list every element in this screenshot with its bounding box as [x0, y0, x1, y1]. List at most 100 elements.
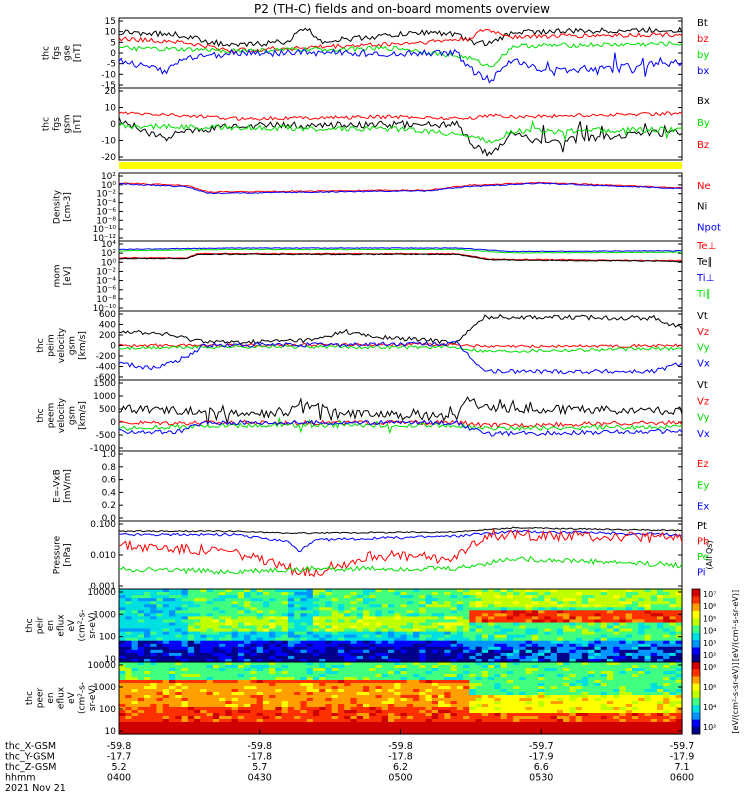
spectrogram-cell	[525, 613, 533, 617]
spectrogram-cell	[200, 671, 208, 675]
spectrogram-cell	[581, 655, 589, 660]
spectrogram-cell	[538, 643, 545, 648]
spectrogram-cell	[262, 598, 270, 602]
spectrogram-cell	[294, 731, 302, 735]
spectrogram-cell	[569, 643, 577, 648]
spectrogram-cell	[406, 722, 414, 726]
spectrogram-cell	[519, 601, 527, 605]
spectrogram-cell	[669, 731, 677, 735]
spectrogram-cell	[569, 607, 577, 611]
spectrogram-cell	[356, 652, 364, 657]
spectrogram-cell	[244, 652, 251, 657]
y-tick-label: 10⁻⁸	[96, 216, 116, 226]
spectrogram-cell	[150, 619, 158, 623]
spectrogram-cell	[506, 692, 514, 696]
spectrogram-cell	[394, 634, 402, 639]
spectrogram-cell	[212, 613, 220, 617]
spectrogram-cell	[350, 659, 358, 663]
spectrogram-cell	[350, 613, 358, 617]
spectrogram-cell	[169, 589, 176, 593]
spectrogram-cell	[225, 628, 233, 633]
spectrogram-cell	[131, 704, 139, 708]
spectrogram-cell	[144, 655, 151, 660]
spectrogram-cell	[475, 659, 483, 663]
spectrogram-cell	[181, 649, 189, 654]
spectrogram-cell	[569, 731, 577, 735]
spectrogram-cell	[344, 619, 352, 623]
spectrogram-cell	[519, 725, 527, 729]
spectrogram-cell	[625, 619, 633, 623]
spectrogram-cell	[237, 622, 245, 627]
colorbar-segment	[692, 680, 700, 685]
spectrogram-cell	[219, 604, 226, 608]
spectrogram-cell	[669, 710, 677, 714]
spectrogram-cell	[194, 719, 201, 723]
spectrogram-cell	[531, 589, 539, 593]
spectrogram-cell	[381, 668, 389, 672]
spectrogram-cell	[287, 680, 295, 684]
spectrogram-cell	[406, 652, 414, 657]
spectrogram-cell	[588, 622, 596, 627]
spectrogram-cell	[162, 619, 170, 623]
spectrogram-cell	[563, 689, 570, 693]
spectrogram-cell	[638, 710, 646, 714]
spectrogram-cell	[613, 655, 621, 660]
colorbar-tick-label: 10⁴	[703, 703, 716, 712]
spectrogram-cell	[325, 704, 333, 708]
spectrogram-cell	[150, 722, 158, 726]
spectrogram-cell	[169, 613, 176, 617]
spectrogram-cell	[456, 728, 464, 732]
spectrogram-cell	[256, 719, 264, 723]
spectrogram-cell	[613, 713, 621, 717]
spectrogram-cell	[375, 619, 383, 623]
spectrogram-cell	[456, 637, 464, 642]
spectrogram-cell	[488, 601, 495, 605]
spectrogram-cell	[406, 725, 414, 729]
spectrogram-cell	[425, 662, 433, 666]
spectrogram-cell	[200, 731, 208, 735]
spectrogram-cell	[488, 637, 495, 642]
spectrogram-cell	[675, 643, 683, 648]
spectrogram-cell	[131, 607, 139, 611]
spectrogram-cell	[575, 692, 583, 696]
spectrogram-cell	[563, 719, 570, 723]
spectrogram-cell	[331, 722, 339, 726]
spectrogram-cell	[632, 719, 639, 723]
spectrogram-cell	[262, 668, 270, 672]
y-axis-label: fgs	[52, 46, 62, 60]
spectrogram-cell	[175, 625, 183, 630]
spectrogram-cell	[456, 640, 464, 645]
spectrogram-cell	[144, 698, 151, 702]
spectrogram-cell	[638, 607, 646, 611]
spectrogram-cell	[613, 601, 621, 605]
spectrogram-cell	[550, 674, 558, 678]
spectrogram-cell	[475, 692, 483, 696]
spectrogram-cell	[469, 704, 477, 708]
spectrogram-cell	[588, 716, 596, 720]
spectrogram-cell	[544, 704, 552, 708]
spectrogram-cell	[575, 707, 583, 711]
spectrogram-cell	[231, 719, 239, 723]
spectrogram-cell	[312, 649, 320, 654]
spectrogram-cell	[119, 674, 126, 678]
spectrogram-cell	[337, 589, 345, 593]
spectrogram-cell	[525, 662, 533, 666]
spectrogram-cell	[525, 595, 533, 599]
spectrogram-cell	[569, 680, 577, 684]
spectrogram-cell	[156, 601, 164, 605]
spectrogram-cell	[513, 640, 520, 645]
spectrogram-cell	[400, 725, 408, 729]
spectrogram-cell	[406, 598, 414, 602]
spectrogram-cell	[363, 607, 370, 611]
spectrogram-cell	[406, 683, 414, 687]
spectrogram-cell	[519, 659, 527, 663]
spectrogram-cell	[350, 662, 358, 666]
spectrogram-cell	[525, 689, 533, 693]
spectrogram-cell	[212, 680, 220, 684]
spectrogram-cell	[375, 728, 383, 732]
spectrogram-cell	[337, 622, 345, 627]
spectrogram-cell	[569, 686, 577, 690]
spectrogram-cell	[669, 665, 677, 669]
spectrogram-cell	[306, 655, 314, 660]
spectrogram-cell	[212, 616, 220, 620]
